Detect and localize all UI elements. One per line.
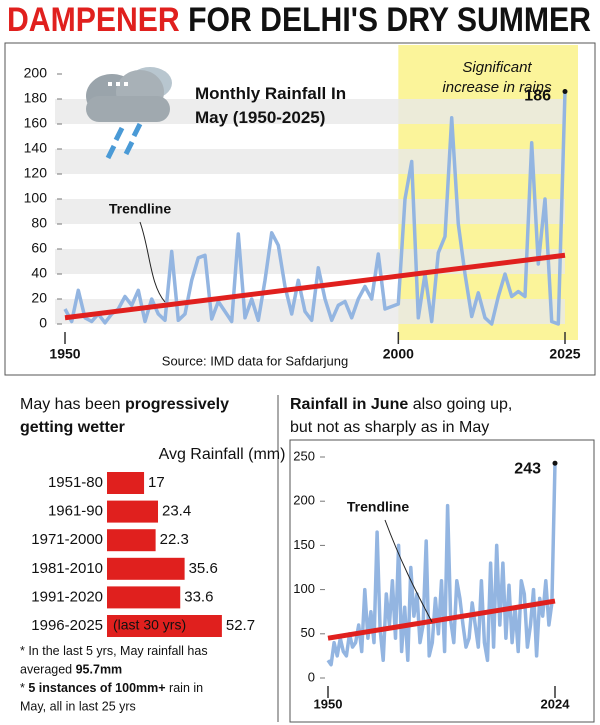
bar	[107, 529, 156, 552]
bar	[107, 472, 145, 494]
trend-pointer	[384, 519, 433, 623]
series-line	[326, 463, 557, 667]
text-line: May has been progressively	[20, 396, 229, 413]
category-label: 1961-90	[48, 503, 103, 520]
y-tick-label: 80	[31, 215, 47, 231]
text-segment: Monthly Rainfall In	[195, 84, 346, 103]
trendline	[64, 252, 566, 321]
text-segment: Rainfall in June	[290, 396, 408, 413]
highlight-text: increase in rains	[442, 79, 552, 96]
y-tick-label: 200	[24, 65, 48, 81]
y-tick-label: 60	[31, 240, 47, 256]
page-title: DAMPENER FOR DELHI'S DRY SUMMER	[7, 1, 591, 39]
x-tick-label: 1950	[314, 696, 343, 711]
bar	[107, 557, 185, 580]
bar	[107, 615, 222, 637]
y-tick-label: 200	[293, 493, 315, 508]
y-tick-label: 140	[24, 140, 48, 156]
text-segment: progressively	[125, 396, 229, 413]
text-line: but not as sharply as in May	[290, 419, 489, 436]
text-line: averaged 95.7mm	[20, 663, 122, 677]
x-tick-label: 2025	[549, 346, 580, 362]
value-label: 17	[148, 474, 165, 491]
y-tick-label: 120	[24, 165, 48, 181]
end-point	[552, 460, 558, 466]
bar	[107, 586, 181, 609]
text-segment: *	[20, 681, 28, 695]
y-tick-label: 100	[293, 581, 315, 596]
chart-layer: DAMPENER FOR DELHI'S DRY SUMMER Significa…	[7, 1, 591, 714]
text-line: May (1950-2025)	[195, 108, 325, 127]
subtitle: Avg Rainfall (mm)	[159, 446, 286, 463]
category-label: 1991-2020	[31, 588, 103, 605]
june-frame	[289, 439, 595, 723]
value-label: 23.4	[162, 503, 191, 520]
text-line: * 5 instances of 100mm+ rain in	[20, 681, 203, 695]
text-segment: * In the last 5 yrs, May rainfall has	[20, 644, 208, 658]
text-segment: averaged	[20, 663, 76, 677]
trendline	[327, 598, 556, 641]
end-label: 243	[514, 460, 541, 477]
text-line: Rainfall in June also going up,	[290, 396, 512, 413]
category-label: 1981-2010	[31, 560, 103, 577]
category-label: 1996-2025	[31, 617, 103, 634]
grid-band	[55, 199, 565, 224]
grid-band	[55, 249, 565, 274]
source: Source: IMD data for Safdarjung	[162, 353, 348, 368]
trend-pointer	[139, 221, 166, 303]
text-segment: also going up,	[408, 396, 512, 413]
end-label: 186	[524, 88, 551, 105]
y-tick-label: 100	[24, 190, 48, 206]
y-tick-label: 20	[31, 290, 47, 306]
text-line: May, all in last 25 yrs	[20, 700, 136, 714]
value-label: 35.6	[189, 560, 218, 577]
value-label: 22.3	[160, 531, 189, 548]
y-tick-label: 180	[24, 90, 48, 106]
x-tick-label: 2024	[541, 696, 571, 711]
y-tick-label: 40	[31, 265, 47, 281]
grid-band	[55, 149, 565, 174]
text-segment: May (1950-2025)	[195, 108, 325, 127]
category-label: 1971-2000	[31, 531, 103, 548]
y-tick-label: 150	[293, 537, 315, 552]
text-line: getting wetter	[20, 419, 125, 436]
text-segment: rain in	[166, 681, 204, 695]
y-tick-label: 0	[39, 315, 47, 331]
series-line	[63, 91, 567, 326]
end-point	[562, 89, 568, 94]
value-label: 33.6	[184, 588, 213, 605]
title-segment: DAMPENER	[7, 1, 180, 39]
x-tick-label: 1950	[49, 346, 80, 362]
value-label: 52.7	[226, 617, 255, 634]
text-segment: 5 instances of 100mm+	[28, 681, 165, 695]
y-tick-label: 160	[24, 115, 48, 131]
text-segment: but not as sharply as in May	[290, 419, 489, 436]
text-segment: getting wetter	[20, 419, 125, 436]
trend-label: Trendline	[109, 201, 171, 217]
top-frame	[4, 42, 596, 376]
trend-label: Trendline	[347, 499, 409, 515]
highlight-text: Significant	[462, 59, 532, 76]
y-tick-label: 50	[301, 625, 315, 640]
y-tick-label: 0	[308, 669, 315, 684]
y-tick-label: 250	[293, 448, 315, 463]
bar-annotation: (last 30 yrs)	[113, 617, 186, 633]
text-line: * In the last 5 yrs, May rainfall has	[20, 644, 208, 658]
cloud-icon	[86, 67, 172, 160]
title-segment: FOR DELHI'S DRY SUMMER	[180, 1, 591, 39]
bar	[107, 500, 159, 523]
text-segment: May, all in last 25 yrs	[20, 700, 136, 714]
text-segment: 95.7mm	[76, 663, 123, 677]
category-label: 1951-80	[48, 474, 103, 491]
x-tick-label: 2000	[383, 346, 414, 362]
text-segment: May has been	[20, 396, 125, 413]
text-line: Monthly Rainfall In	[195, 84, 346, 103]
